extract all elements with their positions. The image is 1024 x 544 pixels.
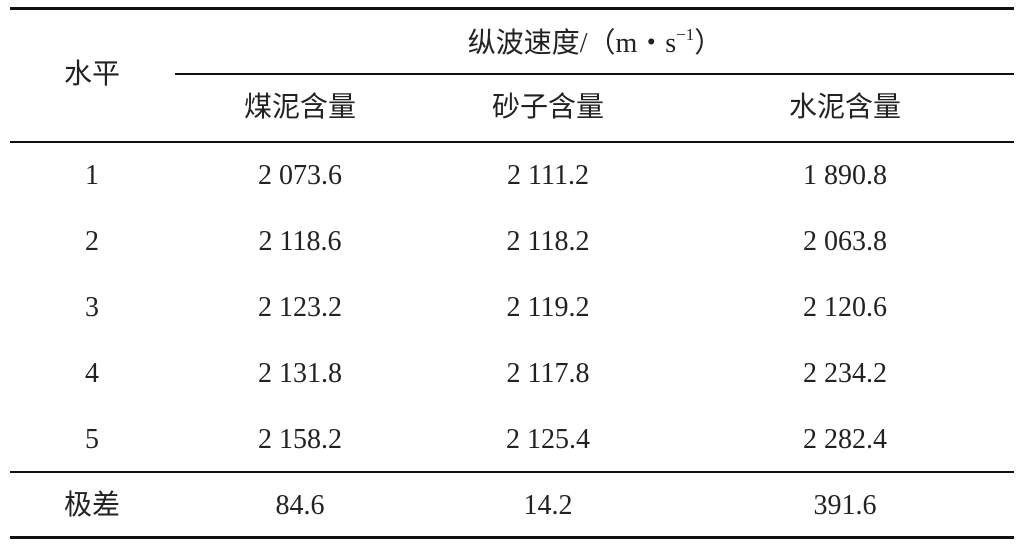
- cell: 2 120.6: [803, 292, 887, 323]
- row-label: 5: [85, 424, 99, 455]
- cell: 2 158.2: [258, 424, 342, 455]
- row-label: 1: [85, 160, 99, 191]
- group-header-suffix: ）: [694, 28, 723, 59]
- group-header: 纵波速度/（m・s−1）: [468, 26, 723, 58]
- row-label: 4: [85, 358, 99, 389]
- cell: 2 123.2: [258, 292, 342, 323]
- footer-rule: [10, 471, 1014, 473]
- column-header: 煤泥含量: [243, 92, 357, 123]
- footer-cell: 84.6: [275, 490, 325, 521]
- row-header: 水平: [63, 59, 121, 90]
- cell: 2 073.6: [258, 160, 342, 191]
- cell: 2 234.2: [803, 358, 887, 389]
- cell: 2 063.8: [803, 226, 887, 257]
- cell: 2 118.6: [258, 226, 342, 257]
- group-rule: [175, 73, 1014, 75]
- cell: 2 119.2: [506, 292, 590, 323]
- cell: 2 131.8: [258, 358, 342, 389]
- header-rule: [10, 141, 1014, 143]
- footer-label: 极差: [63, 490, 121, 521]
- cell: 2 118.2: [506, 226, 590, 257]
- cell: 2 117.8: [506, 358, 590, 389]
- column-header: 水泥含量: [788, 92, 902, 123]
- cell: 2 282.4: [803, 424, 887, 455]
- footer-cell: 14.2: [523, 490, 573, 521]
- group-header-text: 纵波速度/（m・s: [467, 28, 677, 59]
- cell: 2 125.4: [506, 424, 590, 455]
- footer-cell: 391.6: [813, 490, 877, 521]
- bottom-rule: [10, 536, 1014, 539]
- group-header-sup: −1: [676, 25, 695, 44]
- top-rule: [10, 7, 1014, 10]
- column-header: 砂子含量: [491, 92, 605, 123]
- row-label: 3: [85, 292, 99, 323]
- cell: 1 890.8: [803, 160, 887, 191]
- row-label: 2: [85, 226, 99, 257]
- cell: 2 111.2: [507, 160, 589, 191]
